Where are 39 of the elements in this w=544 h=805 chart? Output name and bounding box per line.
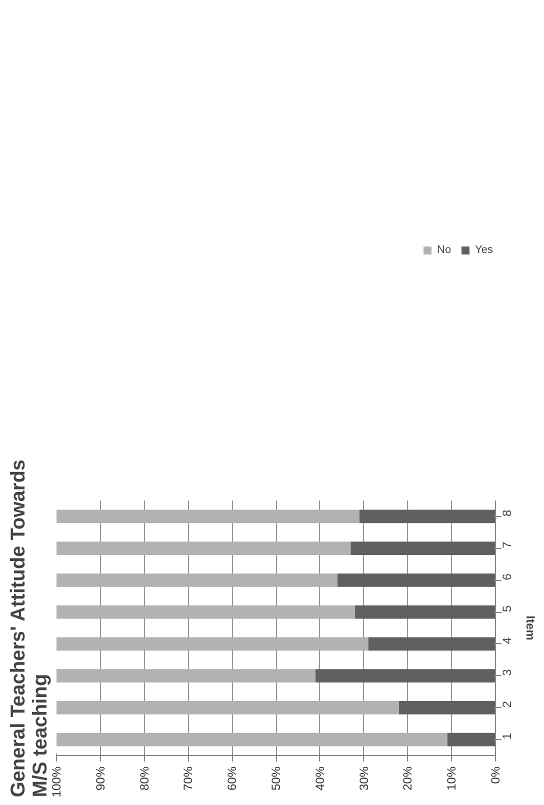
bar [355,605,496,619]
x-tick-label: 70% [181,766,196,791]
bar [56,732,448,746]
bar [398,700,496,714]
y-tick-label: 2 [500,700,514,708]
x-tick-label: 40% [312,766,327,791]
x-tick-label: 60% [225,766,240,791]
bar [359,510,496,524]
bar [56,542,351,556]
y-tick-label: 8 [500,509,514,516]
bar [56,605,356,619]
bar [316,669,496,683]
legend-label: No [437,244,452,256]
x-tick-label: 20% [400,766,415,791]
bar [447,732,496,746]
bar [368,637,496,651]
y-tick-label: 4 [500,636,514,644]
bar [337,573,496,587]
bar [56,573,338,587]
x-tick-label: 0% [488,766,502,784]
legend-label: Yes [475,244,494,256]
x-tick-label: 30% [356,766,371,791]
x-tick-label: 50% [269,766,283,791]
bar [56,700,399,714]
bar [56,669,316,683]
y-tick-label: 3 [500,668,514,676]
bar [56,510,360,524]
bar [56,637,368,651]
x-tick-label: 10% [444,766,459,791]
text: General Teachers' Attitude Towards M/S teaching [8,459,52,798]
y-tick-label: 5 [500,605,514,612]
bar [350,542,496,556]
y-axis-title: Item [524,616,538,640]
x-tick-label: 100% [50,766,64,798]
y-tick-label: 6 [500,573,514,580]
y-tick-label: 7 [500,541,514,548]
y-tick-label: 1 [500,732,514,740]
x-tick-label: 80% [137,766,152,791]
x-tick-label: 90% [93,766,108,791]
